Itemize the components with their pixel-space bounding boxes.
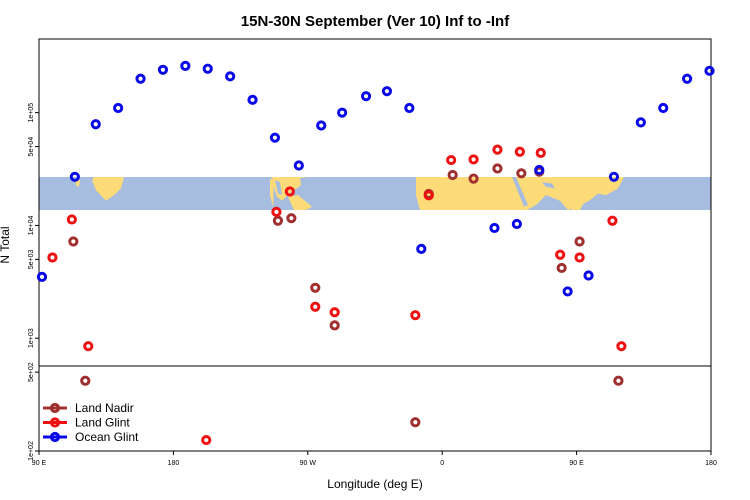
point-ocean-glint [381, 86, 393, 97]
point-land-nadir [410, 417, 421, 428]
point-land-glint [468, 154, 479, 165]
point-land-nadir [447, 169, 458, 181]
x-axis-label: Longitude (deg E) [327, 477, 422, 491]
point-ocean-glint [635, 117, 646, 128]
y-axis-label: N Total [0, 226, 12, 263]
point-land-glint [83, 341, 94, 352]
point-land-glint [47, 252, 58, 263]
point-ocean-glint [316, 120, 327, 131]
point-land-nadir [68, 236, 79, 247]
point-land-nadir [516, 168, 527, 179]
point-land-nadir [310, 282, 321, 293]
land-india-peninsula [568, 196, 585, 210]
point-ocean-glint [113, 102, 124, 114]
point-ocean-glint [269, 132, 281, 143]
point-ocean-glint [511, 218, 522, 230]
legend-label-ocean-glint: Ocean Glint [75, 430, 139, 444]
water-gulf-of-california [275, 180, 282, 196]
point-ocean-glint [704, 65, 715, 76]
point-ocean-glint [157, 64, 169, 75]
point-ocean-glint [489, 222, 500, 234]
y-tick-label: 5e+04 [28, 137, 35, 157]
point-land-glint [271, 206, 282, 217]
point-ocean-glint [90, 119, 101, 130]
point-ocean-glint [69, 171, 80, 182]
point-ocean-glint [608, 171, 620, 182]
legend-label-land-nadir: Land Nadir [75, 401, 134, 415]
y-tick-label: 1e+02 [28, 441, 35, 461]
point-land-glint [616, 341, 627, 352]
chart-title: 15N-30N September (Ver 10) Inf to -Inf [241, 13, 510, 30]
x-tick-label: 180 [168, 460, 180, 467]
point-land-nadir [613, 375, 624, 386]
point-land-nadir [80, 375, 91, 386]
y-tick-label: 5e+02 [28, 362, 35, 382]
point-ocean-glint [247, 94, 258, 105]
y-tick-label: 1e+05 [28, 103, 35, 123]
point-ocean-glint [180, 60, 191, 71]
data-points [36, 60, 715, 446]
legend-marker-ocean-glint [49, 431, 61, 443]
x-tick-label: 90 E [569, 460, 584, 467]
point-ocean-glint [682, 73, 693, 84]
water-red-sea [512, 177, 528, 207]
point-land-nadir [329, 320, 340, 331]
point-land-glint [574, 252, 585, 263]
point-land-glint [329, 307, 340, 318]
x-tick-label: 180 [705, 460, 717, 467]
point-land-nadir [286, 213, 297, 224]
y-tick-label: 5e+03 [28, 249, 35, 269]
point-land-glint [310, 301, 321, 312]
water-persian-gulf [542, 181, 555, 189]
point-ocean-glint [404, 102, 415, 114]
point-land-glint [535, 147, 546, 158]
point-land-glint [201, 434, 212, 446]
water-gulf-of-mexico [300, 177, 318, 194]
point-ocean-glint [225, 71, 236, 82]
y-axis: 1e+02 5e+02 1e+03 5e+03 1e+04 5e+04 1e+05 [28, 103, 39, 461]
point-land-glint [555, 249, 566, 260]
point-ocean-glint [583, 270, 594, 281]
point-ocean-glint [135, 73, 146, 84]
point-land-glint [66, 214, 77, 225]
point-land-nadir [556, 262, 567, 274]
legend-marker-land-glint [49, 417, 61, 428]
point-land-glint [284, 186, 295, 197]
point-ocean-glint [534, 164, 545, 176]
point-ocean-glint [202, 63, 213, 74]
point-ocean-glint [293, 160, 304, 171]
point-ocean-glint [416, 243, 427, 254]
point-ocean-glint [658, 102, 669, 114]
point-land-nadir [468, 173, 479, 184]
land-baja [270, 178, 274, 207]
legend-marker-land-nadir [49, 402, 61, 414]
x-tick-label: 0 [440, 460, 444, 467]
point-land-glint [446, 154, 457, 166]
point-land-glint [492, 144, 503, 155]
land-mexico-south [288, 195, 312, 210]
point-land-glint [607, 215, 618, 226]
point-ocean-glint [562, 286, 573, 297]
point-land-glint [423, 190, 434, 201]
y-tick-label: 1e+03 [28, 328, 35, 348]
legend-label-land-glint: Land Glint [75, 416, 130, 430]
x-tick-label: 90 W [300, 460, 317, 467]
point-land-glint [514, 146, 525, 157]
y-tick-label: 1e+04 [28, 216, 35, 236]
point-ocean-glint [360, 91, 372, 102]
x-axis: 90 E 180 90 W 0 90 E 180 [32, 451, 717, 467]
point-land-nadir [272, 215, 284, 226]
map-strip [39, 177, 711, 210]
point-land-nadir [492, 163, 503, 174]
point-land-glint [410, 310, 421, 321]
plot-frame [38, 38, 712, 452]
land-india [92, 177, 124, 201]
point-ocean-glint [36, 271, 48, 282]
x-tick-label: 90 E [32, 460, 47, 467]
point-land-nadir [574, 236, 585, 247]
point-ocean-glint [337, 107, 348, 118]
